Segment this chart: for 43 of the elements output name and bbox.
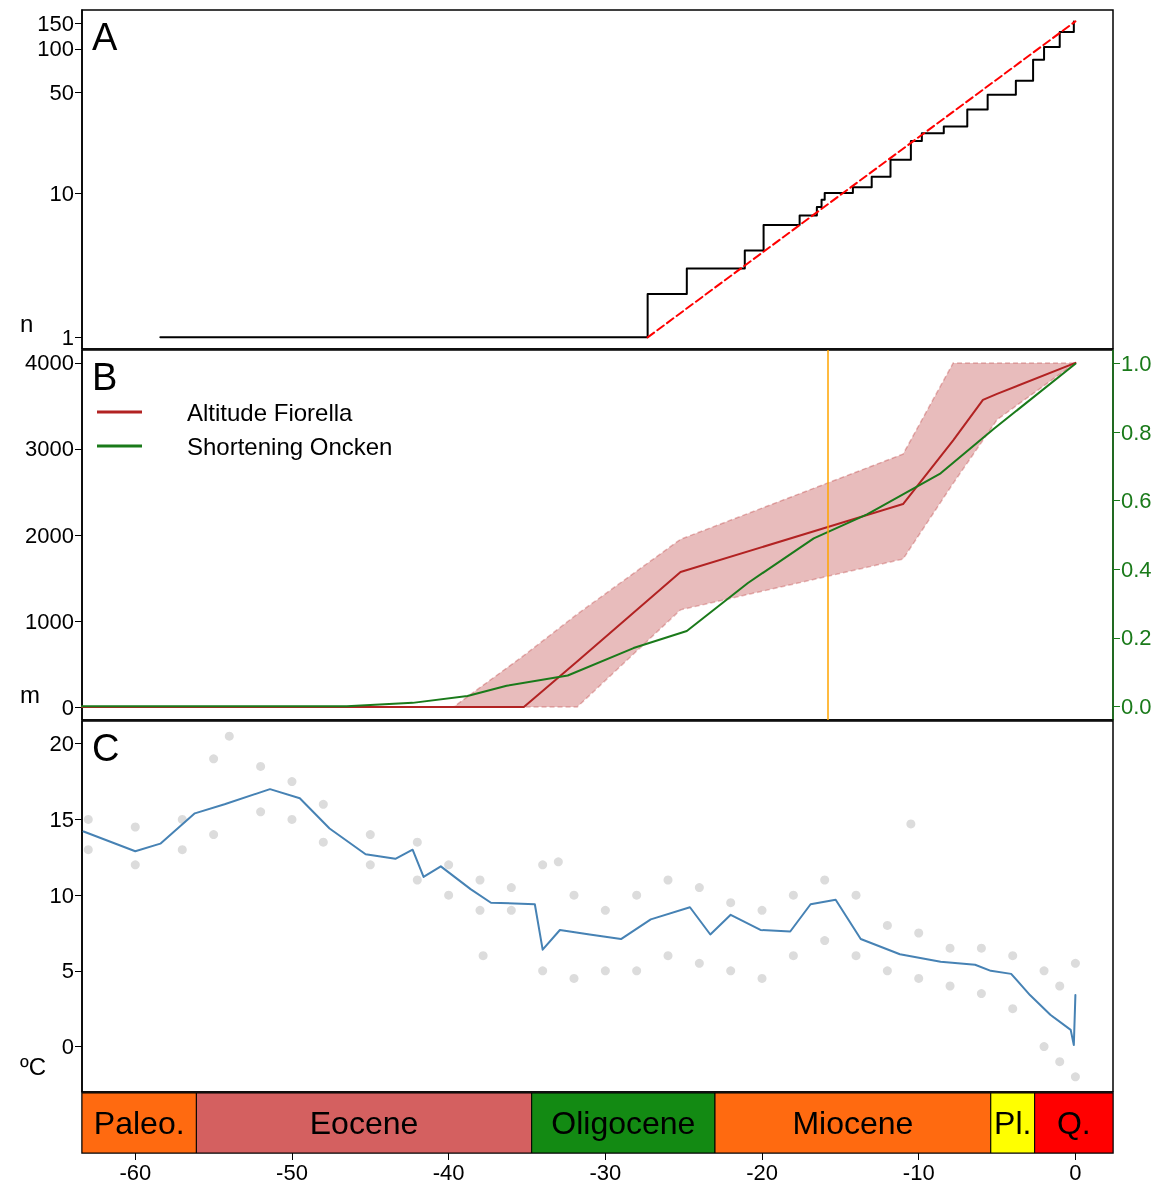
- y-tick-label: 2000: [25, 522, 74, 548]
- y2-tick-label: 0.4: [1121, 556, 1152, 582]
- y-tick-label: 150: [37, 10, 74, 36]
- series-label: Pl.: [994, 1105, 1032, 1141]
- y2-tick-label: 0.8: [1121, 419, 1152, 445]
- y2-tick-label: 0.0: [1121, 693, 1152, 719]
- y-tick-label: 20: [49, 731, 74, 757]
- y-tick-label: 10: [49, 882, 74, 908]
- y-tick-label: 1000: [25, 608, 74, 634]
- annotation: B: [92, 356, 118, 398]
- annotation: A: [92, 16, 118, 58]
- series-label: Miocene: [792, 1105, 914, 1141]
- y-tick-label: 50: [49, 79, 74, 105]
- series-label: Eocene: [309, 1105, 419, 1141]
- y-axis-title: ºC: [20, 1052, 47, 1080]
- x-tick-label: -20: [746, 1159, 778, 1185]
- y-tick-label: 0: [61, 1034, 74, 1060]
- y-tick-label: 4000: [25, 350, 74, 376]
- annotation: C: [92, 727, 120, 769]
- y2-tick-label: 0.2: [1121, 625, 1152, 651]
- y-tick-label: 15: [49, 806, 74, 832]
- line-series: [82, 788, 1077, 1047]
- y-tick-label: 3000: [25, 436, 74, 462]
- y-tick-label: 0: [61, 694, 74, 720]
- series-label: Paleo.: [93, 1105, 185, 1141]
- series-label: Oligocene: [551, 1105, 696, 1141]
- x-tick-label: -30: [589, 1159, 622, 1185]
- x-tick-label: -10: [902, 1159, 935, 1185]
- y-tick-label: 10: [49, 180, 74, 206]
- y-tick-label: 100: [37, 36, 74, 62]
- y-axis-title: n: [20, 309, 34, 337]
- y-axis-title: m: [20, 680, 40, 708]
- x-tick-label: 0: [1069, 1159, 1082, 1185]
- y-tick-label: 5: [61, 958, 74, 984]
- x-tick-label: -60: [119, 1159, 152, 1185]
- legend-label: Altitude Fiorella: [187, 398, 354, 426]
- y2-tick-label: 1.0: [1121, 351, 1152, 377]
- x-tick-label: -50: [276, 1159, 308, 1185]
- x-tick-label: -40: [432, 1159, 465, 1185]
- y2-tick-label: 0.6: [1121, 488, 1152, 514]
- legend-label: Shortening Oncken: [187, 432, 393, 460]
- series-label: Q.: [1056, 1105, 1091, 1141]
- y-tick-label: 1: [61, 324, 74, 350]
